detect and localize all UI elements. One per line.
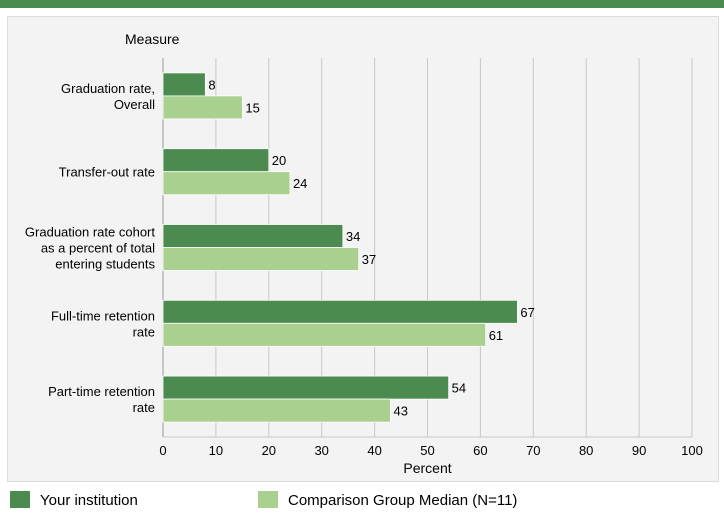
value-label-comparison-3: 61 [489,328,503,343]
bar-comparison-2 [162,247,360,271]
category-label-3: rate [133,324,155,339]
x-axis-title: Percent [403,460,451,476]
category-label-1: Transfer-out rate [59,165,155,180]
legend-swatch-your-institution [10,491,30,508]
x-tick-labels: 0 10 20 30 40 50 60 70 80 90 100 [159,443,702,458]
bars [162,72,518,423]
legend-swatch-comparison-group [258,491,278,508]
value-label-comparison-4: 43 [393,404,407,419]
bar-comparison-1 [162,171,291,196]
x-tick-label: 10 [209,443,223,458]
category-label-0: Overall [114,97,155,112]
value-label-your-institution-4: 54 [452,381,466,396]
chart-panel: 8 15 20 24 34 37 67 61 54 43 Graduation rate, Over… [7,16,719,482]
category-label-2: Graduation rate cohort [25,225,155,240]
x-tick-label: 20 [262,443,276,458]
bar-your-institution-4 [162,375,450,400]
value-label-your-institution-1: 20 [272,153,286,168]
y-axis-title: Measure [125,31,180,47]
bar-comparison-4 [162,398,391,423]
x-tick-label: 80 [579,443,593,458]
bar-comparison-0 [162,95,243,120]
value-label-comparison-1: 24 [293,176,307,191]
x-tick-label: 70 [526,443,540,458]
category-label-0: Graduation rate, [61,81,155,96]
bar-your-institution-1 [162,148,270,173]
x-tick-label: 100 [681,443,703,458]
category-label-2: entering students [55,257,155,272]
value-label-your-institution-2: 34 [346,229,360,244]
x-tick-label: 90 [632,443,646,458]
legend-label-your-institution: Your institution [40,492,138,509]
x-tick-label: 50 [420,443,434,458]
top-accent-bar [0,0,724,8]
category-label-4: Part-time retention [48,384,155,399]
value-label-comparison-0: 15 [245,100,259,115]
x-tick-label: 0 [159,443,166,458]
x-tick-label: 60 [473,443,487,458]
bar-your-institution-2 [162,224,344,248]
legend-label-comparison-group: Comparison Group Median (N=11) [288,492,518,509]
bar-comparison-3 [162,322,487,347]
value-label-comparison-2: 37 [362,252,376,267]
x-tick-label: 30 [314,443,328,458]
category-label-3: Full-time retention [51,308,155,323]
legend: Your institution Comparison Group Median… [0,487,724,514]
bar-your-institution-3 [162,299,518,324]
x-tick-label: 40 [367,443,381,458]
category-labels: Graduation rate,Overall Transfer-out rate… [25,81,156,415]
category-label-4: rate [133,400,155,415]
bar-your-institution-0 [162,72,206,97]
gridlines [162,58,693,438]
category-label-2: as a percent of total [41,241,155,256]
value-label-your-institution-3: 67 [520,305,534,320]
value-label-your-institution-0: 8 [208,77,215,92]
